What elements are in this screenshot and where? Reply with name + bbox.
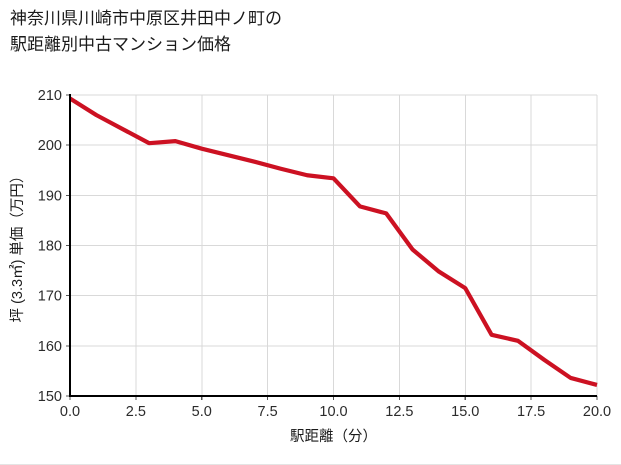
x-tick-labels: 0.0 2.5 5.0 7.5 10.0 12.5 15.0 17.5 20.0 bbox=[60, 404, 611, 420]
data-line-坪単価 bbox=[68, 96, 598, 387]
x-tick-label: 20.0 bbox=[583, 404, 611, 420]
x-tick-label: 2.5 bbox=[126, 404, 146, 420]
y-tick-label: 180 bbox=[38, 239, 62, 255]
x-tick-label: 0.0 bbox=[60, 404, 80, 420]
x-tick-label: 17.5 bbox=[517, 404, 545, 420]
gridlines bbox=[69, 94, 598, 397]
x-tick-label: 5.0 bbox=[192, 404, 212, 420]
data-series-group bbox=[68, 96, 598, 387]
x-tick-label: 7.5 bbox=[258, 404, 278, 420]
page-title: 神奈川県川崎市中原区井田中ノ町の 駅距離別中古マンション価格 bbox=[10, 9, 282, 54]
x-axis-title: 駅距離（分） bbox=[290, 427, 377, 445]
y-tick-label: 190 bbox=[38, 188, 62, 204]
y-axis-title: 坪 (3.3㎡) 単価（万円） bbox=[9, 169, 26, 323]
y-tick-labels: 150 160 170 180 190 200 210 bbox=[38, 88, 62, 405]
axis-spines bbox=[68, 94, 597, 398]
y-tick-label: 200 bbox=[38, 138, 62, 154]
y-tick-label: 170 bbox=[38, 289, 62, 305]
y-tick-label: 210 bbox=[38, 88, 62, 104]
x-tick-label: 15.0 bbox=[451, 404, 479, 420]
x-tick-label: 10.0 bbox=[319, 404, 347, 420]
y-tick-label: 160 bbox=[38, 339, 62, 355]
y-tick-label: 150 bbox=[38, 389, 62, 405]
x-tick-label: 12.5 bbox=[385, 404, 413, 420]
